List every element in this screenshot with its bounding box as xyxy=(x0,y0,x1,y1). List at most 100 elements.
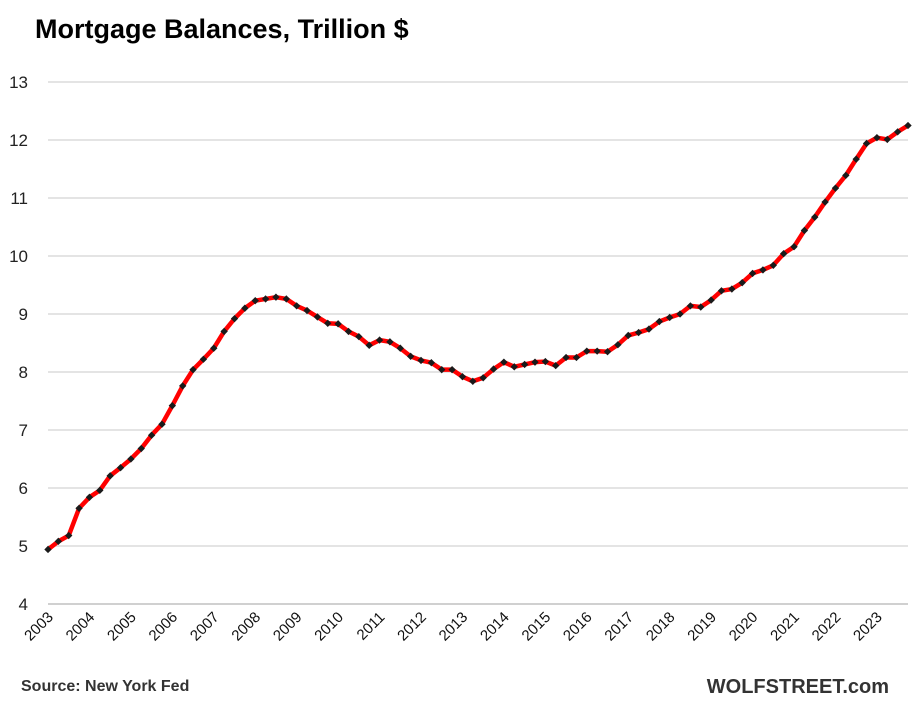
data-point xyxy=(355,332,363,341)
x-tick-label: 2010 xyxy=(311,609,347,645)
data-point xyxy=(438,366,446,374)
data-point xyxy=(759,266,767,274)
data-point xyxy=(666,313,674,322)
data-point xyxy=(500,358,508,366)
brand-label: WOLFSTREET.com xyxy=(706,676,889,698)
x-tick-label: 2006 xyxy=(146,609,182,645)
data-point xyxy=(479,374,487,382)
data-point xyxy=(303,306,311,315)
data-point xyxy=(282,295,290,303)
data-point xyxy=(292,302,301,310)
data-point xyxy=(313,313,322,321)
x-tick-label: 2015 xyxy=(519,609,555,645)
x-tick-label: 2014 xyxy=(477,609,513,645)
data-point xyxy=(406,352,415,361)
x-axis-ticks: 2003 2004 2005 2006 2007 2008 2009 2010 2011 2012… xyxy=(21,609,886,645)
data-point xyxy=(179,382,187,390)
x-tick-label: 2016 xyxy=(560,609,596,645)
data-point xyxy=(624,331,632,340)
data-point xyxy=(520,360,529,369)
data-point xyxy=(779,250,788,258)
data-point xyxy=(748,269,757,278)
data-point xyxy=(230,314,239,323)
data-point xyxy=(645,325,653,333)
data-point xyxy=(344,327,353,336)
data-point xyxy=(562,353,570,362)
data-point xyxy=(137,444,145,453)
x-tick-label: 2021 xyxy=(767,609,803,645)
data-point xyxy=(842,171,850,180)
x-tick-label: 2003 xyxy=(21,609,57,645)
data-point xyxy=(541,357,550,366)
x-tick-label: 2012 xyxy=(394,609,430,645)
y-tick-label: 7 xyxy=(19,421,28,440)
y-axis-ticks: 4 5 6 7 8 9 10 11 12 13 xyxy=(9,73,28,614)
data-point xyxy=(365,341,373,350)
x-tick-label: 2018 xyxy=(643,609,679,645)
data-point xyxy=(572,353,581,362)
x-tick-label: 2004 xyxy=(63,609,99,645)
data-point xyxy=(334,320,342,328)
data-point xyxy=(220,327,228,336)
data-point xyxy=(893,128,902,136)
data-point xyxy=(448,366,456,374)
data-point xyxy=(458,372,467,381)
y-tick-label: 9 xyxy=(19,305,28,324)
data-point xyxy=(552,361,560,370)
gridlines xyxy=(48,81,908,605)
x-tick-label: 2009 xyxy=(270,609,306,645)
data-point xyxy=(75,504,83,512)
data-point xyxy=(272,293,280,301)
data-point xyxy=(603,348,612,356)
data-point xyxy=(469,377,477,385)
x-tick-label: 2007 xyxy=(187,609,223,645)
y-tick-label: 11 xyxy=(10,189,28,208)
data-point xyxy=(593,347,601,355)
data-point xyxy=(717,287,726,295)
x-tick-label: 2019 xyxy=(684,609,720,645)
data-point xyxy=(738,279,746,287)
x-tick-label: 2013 xyxy=(436,609,472,645)
data-point xyxy=(375,336,384,344)
data-point xyxy=(697,303,705,311)
data-point xyxy=(510,363,518,371)
data-point xyxy=(531,358,539,366)
source-note: Source: New York Fed xyxy=(21,678,190,695)
data-point xyxy=(686,302,695,310)
data-point xyxy=(127,455,135,463)
data-point xyxy=(106,472,114,480)
data-point xyxy=(386,338,394,346)
x-tick-label: 2008 xyxy=(228,609,264,645)
x-tick-label: 2005 xyxy=(104,609,140,645)
data-point xyxy=(324,319,332,327)
y-tick-label: 5 xyxy=(19,537,28,556)
y-tick-label: 13 xyxy=(9,73,28,92)
data-point xyxy=(261,295,270,303)
data-point xyxy=(251,296,259,305)
y-tick-label: 8 xyxy=(19,363,28,382)
data-point xyxy=(427,359,436,367)
data-point xyxy=(396,344,404,352)
data-point xyxy=(614,341,622,349)
data-point xyxy=(583,347,591,355)
data-point xyxy=(676,310,684,318)
data-point xyxy=(728,285,736,293)
series-line xyxy=(45,123,911,552)
data-point xyxy=(417,356,425,365)
y-tick-label: 4 xyxy=(19,595,28,614)
data-point xyxy=(852,155,860,163)
data-point xyxy=(769,261,777,269)
data-point xyxy=(707,296,715,304)
y-tick-label: 6 xyxy=(19,479,28,498)
data-point xyxy=(655,317,664,326)
x-tick-label: 2017 xyxy=(601,609,637,645)
x-tick-label: 2022 xyxy=(809,609,845,645)
x-tick-label: 2020 xyxy=(726,609,762,645)
x-tick-label: 2011 xyxy=(354,609,389,644)
data-point xyxy=(158,420,166,428)
y-tick-label: 10 xyxy=(9,247,28,266)
y-tick-label: 12 xyxy=(9,131,28,150)
data-point xyxy=(85,493,94,501)
data-point xyxy=(489,365,498,373)
